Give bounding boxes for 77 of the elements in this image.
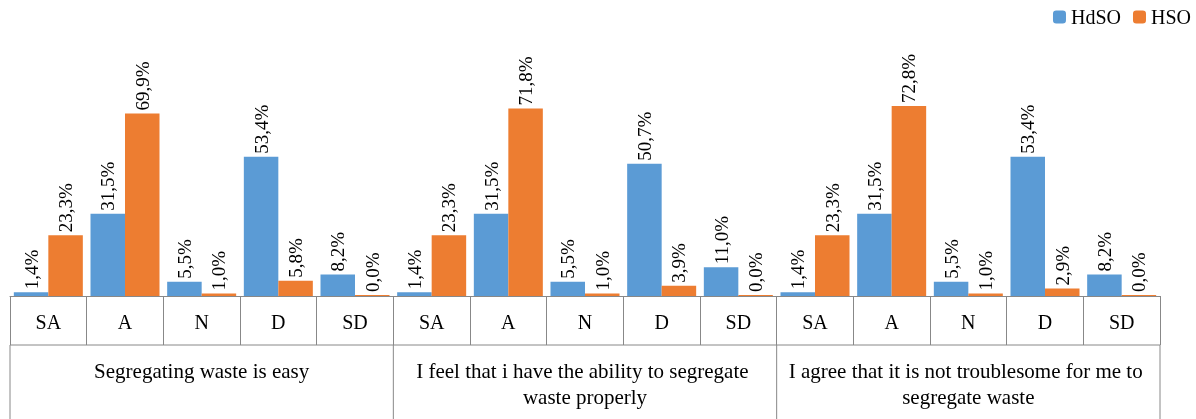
bar	[703, 267, 739, 296]
bar	[278, 280, 313, 296]
bar	[397, 292, 432, 296]
data-label: 8,2%	[327, 231, 349, 272]
bar	[857, 213, 892, 296]
data-label: 1,0%	[975, 250, 997, 291]
bar	[201, 293, 237, 296]
x-tick-label: D	[1037, 311, 1053, 333]
bar	[550, 281, 585, 296]
x-tick-label: D	[654, 311, 669, 333]
data-label: 71,8%	[515, 56, 537, 106]
legend-label: HSO	[1150, 6, 1192, 28]
bar	[661, 285, 697, 296]
text: I agree that it is not troublesome for me to segregate waste	[788, 359, 1148, 409]
text: Segregating waste is easy	[94, 359, 310, 383]
data-label: 31,5%	[863, 161, 885, 211]
bar	[167, 281, 202, 296]
bar	[90, 213, 125, 296]
bar	[48, 235, 83, 296]
bar	[933, 281, 969, 296]
data-label: 5,5%	[557, 238, 579, 279]
data-label: 3,9%	[668, 243, 690, 283]
data-label: 5,5%	[940, 238, 962, 279]
bar	[243, 156, 279, 296]
x-tick-label: D	[271, 311, 286, 333]
bar	[1045, 288, 1080, 296]
bar	[125, 113, 160, 296]
data-label: 11,0%	[710, 215, 732, 265]
data-label: 53,4%	[1017, 104, 1039, 154]
data-label: 1,4%	[403, 249, 425, 290]
legend-label: HdSO	[1070, 6, 1121, 28]
data-label: 31,5%	[480, 161, 502, 211]
data-label: 1,4%	[787, 249, 809, 290]
x-tick-label: N	[577, 311, 593, 333]
x-tick-label: N	[194, 311, 209, 333]
x-tick-label: A	[117, 311, 133, 333]
bar	[431, 235, 467, 296]
data-label: 23,3%	[821, 182, 843, 233]
bar	[815, 235, 850, 296]
data-label: 0,0%	[361, 252, 383, 292]
bar	[968, 293, 1003, 296]
data-label: 8,2%	[1093, 231, 1115, 272]
data-label: 50,7%	[633, 111, 655, 161]
data-label: 1,0%	[208, 250, 230, 291]
x-tick-label: SD	[725, 311, 752, 333]
bar	[780, 292, 815, 296]
data-label: 69,9%	[131, 61, 153, 111]
x-tick-label: SD	[342, 311, 368, 333]
bar	[585, 293, 620, 296]
x-tick-label: SD	[1108, 311, 1135, 333]
text: I feel that i have the ability to segregate waste properly	[416, 359, 754, 409]
x-tick-label: SA	[35, 311, 62, 333]
x-tick-label: A	[884, 311, 900, 333]
data-label: 5,8%	[285, 238, 307, 278]
x-tick-label: A	[501, 311, 517, 333]
bar	[1010, 156, 1045, 296]
x-tick-label: SA	[418, 311, 445, 333]
data-label: 23,3%	[55, 182, 77, 233]
data-label: 53,4%	[250, 104, 272, 154]
data-label: 2,9%	[1051, 245, 1073, 286]
data-label: 1,0%	[591, 250, 613, 291]
bar	[1087, 274, 1122, 296]
x-tick-label: SA	[802, 311, 829, 333]
bar	[891, 106, 927, 296]
data-label: 23,3%	[438, 182, 460, 233]
data-label: 0,0%	[745, 252, 767, 292]
data-label: 0,0%	[1128, 252, 1150, 292]
data-label: 31,5%	[97, 161, 119, 211]
data-label: 5,5%	[173, 238, 195, 279]
data-label: 1,4%	[20, 249, 42, 290]
bar	[473, 213, 509, 296]
bar	[13, 292, 49, 296]
bar	[320, 274, 355, 296]
bar	[627, 163, 662, 296]
data-label: 72,8%	[898, 53, 920, 103]
bar	[508, 108, 543, 296]
x-tick-label: N	[961, 311, 976, 333]
